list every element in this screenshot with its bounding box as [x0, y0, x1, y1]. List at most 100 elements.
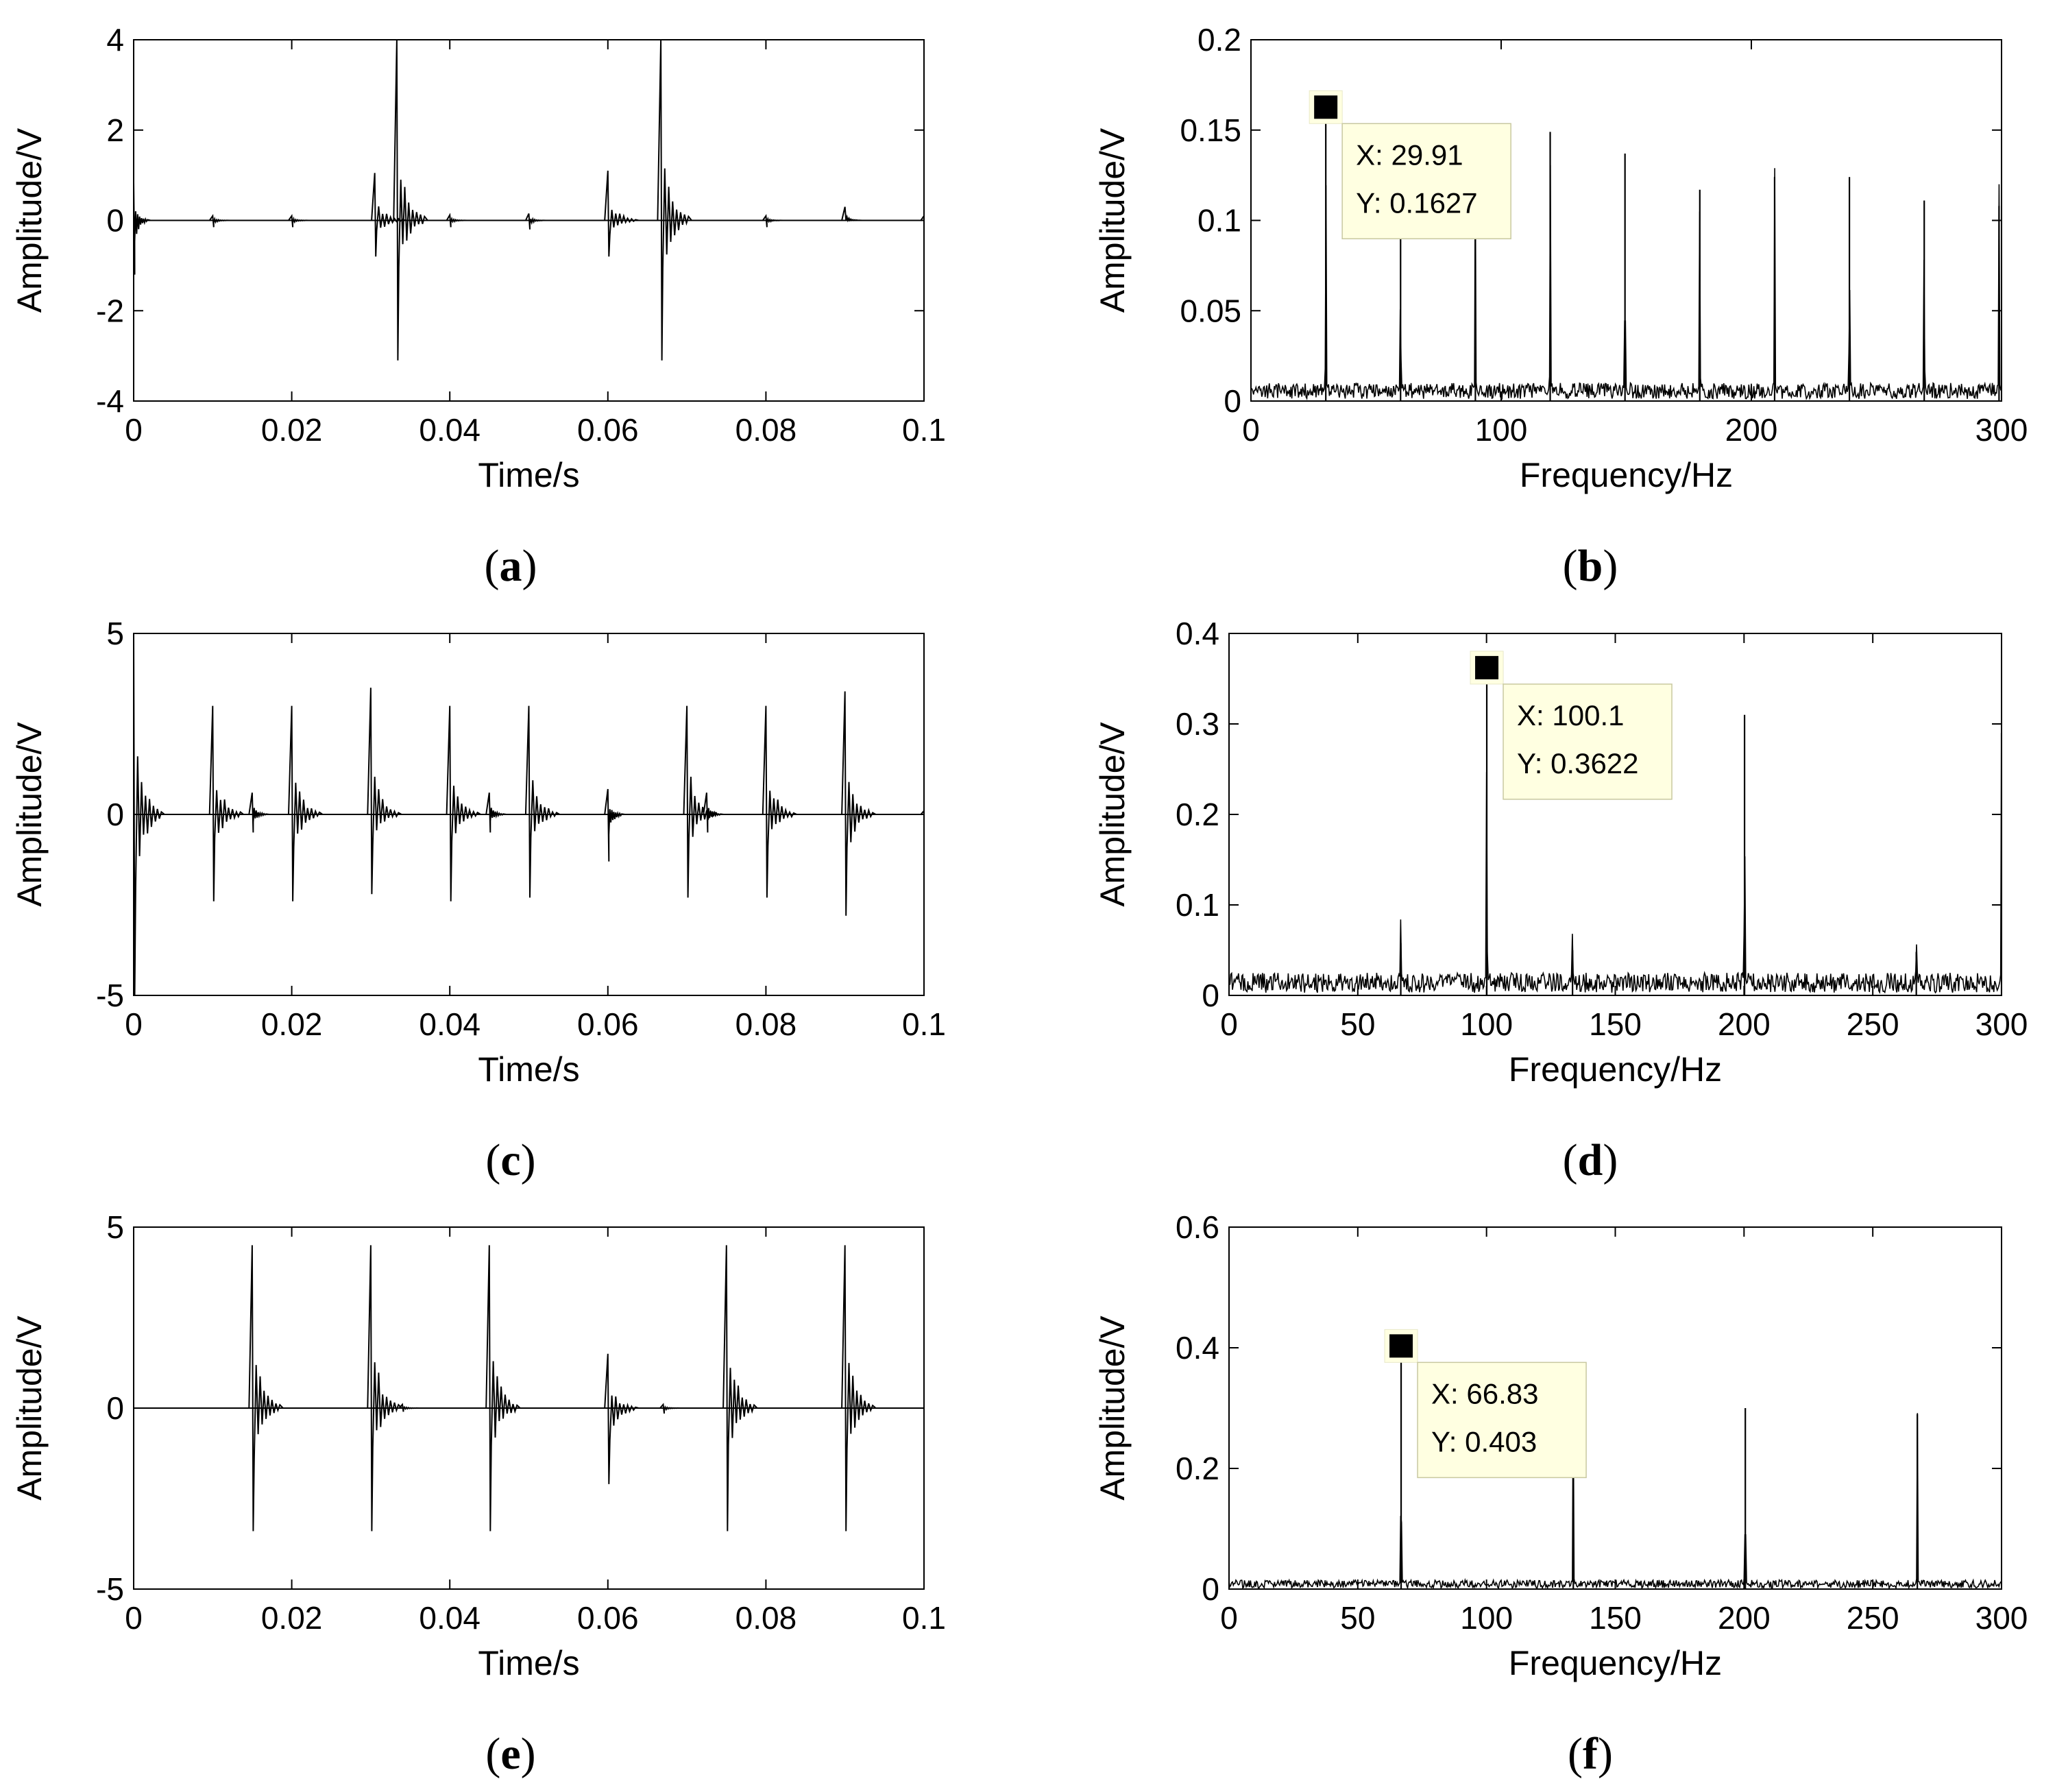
- x-tick-label: 0.1: [902, 1600, 946, 1636]
- data-tip-marker: [1475, 655, 1499, 679]
- signal-impulse-12: [841, 691, 877, 916]
- x-tick-label: 50: [1340, 1006, 1375, 1042]
- x-tick-label: 0.08: [735, 412, 797, 448]
- y-tick-label: -4: [96, 383, 124, 419]
- spectrum-noise-line: [1229, 1384, 2002, 1589]
- x-tick-label: 0: [1242, 412, 1260, 448]
- data-tip: X: 29.91 Y: 0.1627: [1309, 90, 1511, 240]
- data-tip-box: [1503, 683, 1673, 800]
- x-tick-label: 0.1: [902, 412, 946, 448]
- x-tick-label: 200: [1725, 412, 1778, 448]
- signal-impulse-7: [524, 705, 560, 898]
- signal-impulse-6: [722, 1245, 758, 1531]
- signal-impulse-4: [393, 40, 428, 361]
- y-tick-label: 0.2: [1197, 22, 1241, 58]
- y-axis-label: Amplitude/V: [1093, 1316, 1132, 1501]
- y-tick-label: 0: [1202, 1571, 1219, 1607]
- chart-panel-b: 0 100 200 300 0 0.05 0.1 0.15 0.2 Frequency/Hz Amp…: [1093, 22, 2028, 591]
- spectrum-noise-line: [1251, 165, 2002, 400]
- y-tick-label: 0: [106, 797, 124, 832]
- plot-area: [134, 633, 924, 995]
- signal-impulse-2: [248, 792, 269, 833]
- x-tick-label: 0: [125, 1006, 143, 1042]
- y-tick-label: 0.6: [1176, 1209, 1219, 1245]
- x-axis-label: Time/s: [478, 456, 579, 494]
- signal-impulse-10: [703, 792, 724, 833]
- signal-impulse-2: [398, 1403, 419, 1412]
- signal-impulse-7: [604, 170, 640, 257]
- signal-impulse-9: [683, 705, 718, 898]
- y-tick-label: -2: [96, 293, 124, 328]
- y-tick-label: -5: [96, 978, 124, 1013]
- x-tick-label: 0.06: [577, 412, 639, 448]
- signal-impulse-10: [841, 206, 862, 223]
- signal-impulse-1: [367, 1245, 402, 1531]
- y-tick-label: 0.3: [1176, 706, 1219, 742]
- data-tip-x: X: 100.1: [1517, 699, 1624, 731]
- signal-impulse-0: [248, 1245, 284, 1531]
- signal-impulse-6: [524, 213, 546, 230]
- y-axis-label: Amplitude/V: [1093, 722, 1132, 907]
- x-tick-label: 0.04: [419, 1600, 481, 1636]
- signal-impulse-4: [367, 688, 402, 895]
- signal-impulse-1: [208, 705, 244, 901]
- panel-caption: (d): [1563, 1135, 1618, 1185]
- x-tick-label: 300: [1975, 412, 2028, 448]
- signal-impulse-3: [371, 173, 406, 257]
- data-tip-y: Y: 0.3622: [1517, 747, 1639, 779]
- x-tick-label: 0.02: [261, 1006, 323, 1042]
- y-axis-label: Amplitude/V: [1093, 128, 1132, 313]
- y-tick-label: 5: [106, 1209, 124, 1245]
- y-tick-label: 0: [106, 203, 124, 239]
- y-tick-label: 2: [106, 112, 124, 148]
- panel-caption: (c): [485, 1135, 535, 1185]
- y-tick-label: 4: [106, 22, 124, 58]
- x-axis-label: Time/s: [478, 1050, 579, 1089]
- plot-area: [1251, 107, 2002, 401]
- y-tick-label: 5: [106, 616, 124, 651]
- x-tick-label: 0.1: [902, 1006, 946, 1042]
- y-tick-label: 0.15: [1180, 112, 1241, 148]
- panel-caption: (b): [1563, 541, 1618, 591]
- data-tip-y: Y: 0.403: [1431, 1425, 1537, 1457]
- data-tip-x: X: 29.91: [1356, 138, 1463, 171]
- signal-impulse-1: [208, 214, 230, 228]
- y-axis-label: Amplitude/V: [10, 1316, 49, 1501]
- x-tick-label: 0.06: [577, 1006, 639, 1042]
- x-tick-label: 0.08: [735, 1600, 797, 1636]
- x-tick-label: 0.04: [419, 412, 481, 448]
- panel-caption: (f): [1568, 1729, 1613, 1779]
- plot-area: [134, 1245, 924, 1531]
- x-axis-label: Time/s: [478, 1644, 579, 1682]
- data-tip-x: X: 66.83: [1431, 1377, 1538, 1409]
- signal-impulse-8: [604, 788, 625, 862]
- y-tick-label: 0: [1224, 383, 1241, 419]
- data-tip-marker: [1389, 1334, 1413, 1358]
- data-tip-box: [1417, 1361, 1587, 1479]
- x-tick-label: 250: [1847, 1006, 1899, 1042]
- x-tick-label: 300: [1975, 1600, 2028, 1636]
- x-tick-label: 100: [1460, 1600, 1513, 1636]
- y-tick-label: -5: [96, 1571, 124, 1607]
- x-tick-label: 0: [1220, 1600, 1238, 1636]
- x-tick-label: 200: [1718, 1006, 1771, 1042]
- data-tip-y: Y: 0.1627: [1356, 186, 1477, 219]
- x-tick-label: 0.02: [261, 412, 323, 448]
- x-tick-label: 0.08: [735, 1006, 797, 1042]
- x-tick-label: 50: [1340, 1600, 1375, 1636]
- x-tick-label: 0: [1220, 1006, 1238, 1042]
- data-tip: X: 100.1 Y: 0.3622: [1470, 651, 1673, 800]
- signal-impulse-4: [604, 1353, 640, 1484]
- data-tip-marker: [1314, 95, 1338, 119]
- x-axis-label: Frequency/Hz: [1520, 456, 1733, 494]
- y-tick-label: 0.2: [1176, 797, 1219, 832]
- x-tick-label: 250: [1847, 1600, 1899, 1636]
- chart-panel-c: 0 0.02 0.04 0.06 0.08 0.1-505Time/sAmplitude/…: [10, 616, 946, 1185]
- panel-caption: (e): [485, 1729, 535, 1779]
- y-axis-label: Amplitude/V: [10, 722, 49, 907]
- x-tick-label: 100: [1475, 412, 1528, 448]
- x-tick-label: 200: [1718, 1600, 1771, 1636]
- y-tick-label: 0.05: [1180, 293, 1241, 328]
- signal-impulse-3: [485, 1245, 521, 1531]
